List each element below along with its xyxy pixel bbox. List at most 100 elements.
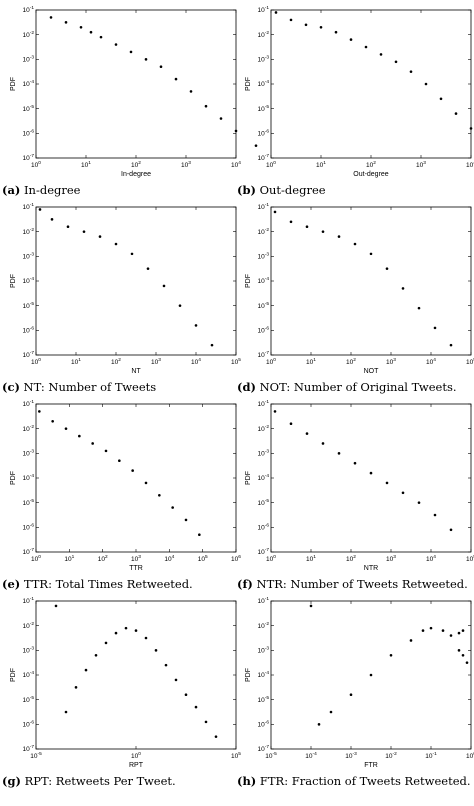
caption-a: (a) In-degree — [2, 183, 80, 197]
y-axis-title: PDF — [245, 471, 252, 485]
data-point — [204, 104, 208, 108]
data-point — [379, 53, 383, 56]
caption-c: (c) NT: Number of Tweets — [2, 380, 156, 394]
data-point — [254, 144, 258, 147]
x-tick-label: 105 — [231, 357, 241, 366]
data-point — [98, 235, 102, 238]
y-tick-label: 10-4 — [23, 670, 35, 679]
data-point — [304, 23, 308, 27]
data-point — [38, 410, 41, 413]
x-tick-label: 104 — [164, 554, 174, 563]
data-point — [457, 649, 461, 652]
data-point — [184, 693, 188, 697]
data-point — [385, 267, 389, 270]
x-tick-label: 10-3 — [345, 751, 357, 760]
data-point — [214, 735, 218, 738]
data-point — [78, 434, 81, 438]
data-point — [159, 65, 163, 69]
chart-panel-d: 100 101 102 103 104 105 10-7 10-6 10-5 10-4 10-3 10… — [245, 202, 474, 375]
y-tick-label: 10-1 — [23, 596, 35, 605]
y-tick-label: 10-4 — [23, 79, 35, 88]
data-point — [144, 481, 148, 485]
data-point — [210, 343, 214, 347]
plot-frame — [270, 206, 472, 356]
data-point — [273, 410, 277, 413]
plot-frame — [35, 403, 237, 553]
y-tick-label: 10-5 — [23, 498, 35, 507]
y-tick-label: 10-6 — [23, 129, 35, 138]
x-tick-label: 102 — [366, 160, 376, 169]
data-point — [82, 230, 86, 233]
data-point — [174, 678, 178, 682]
data-point — [74, 686, 78, 689]
x-tick-label: 103 — [416, 160, 426, 169]
data-point — [198, 533, 201, 537]
data-point — [337, 235, 341, 238]
data-point — [219, 117, 223, 120]
plot-frame — [270, 9, 472, 159]
y-tick-label: 10-5 — [258, 695, 270, 704]
y-tick-label: 10-2 — [258, 30, 270, 39]
y-tick-label: 10-2 — [258, 621, 270, 630]
data-point — [317, 723, 321, 726]
data-point — [94, 653, 98, 657]
data-point — [465, 661, 469, 664]
chart-panel-f: 100 101 102 103 104 105 10-7 10-6 10-5 10-4 10-3 10… — [245, 399, 474, 572]
x-tick-label: 105 — [466, 357, 474, 366]
y-tick-label: 10-7 — [23, 547, 35, 556]
data-point — [38, 208, 42, 211]
y-tick-label: 10-6 — [258, 129, 270, 138]
x-tick-label: 102 — [346, 554, 356, 563]
data-point — [158, 493, 161, 497]
y-tick-label: 10-7 — [258, 547, 270, 556]
data-point — [439, 97, 443, 101]
data-point — [441, 629, 445, 632]
y-tick-label: 10-1 — [23, 5, 35, 14]
data-point — [189, 90, 193, 93]
data-point — [129, 50, 133, 54]
data-point — [369, 252, 373, 256]
x-axis-title: Out-degree — [353, 171, 389, 178]
data-point — [162, 284, 166, 288]
caption-tag: (d) — [237, 380, 256, 394]
data-point — [194, 705, 198, 709]
x-tick-label: 101 — [71, 357, 81, 366]
caption-text: NT: Number of Tweets — [23, 380, 157, 394]
data-point — [364, 45, 368, 49]
y-tick-label: 10-5 — [258, 301, 270, 310]
data-point — [334, 30, 338, 34]
y-axis-title: PDF — [10, 668, 17, 682]
y-tick-label: 10-5 — [23, 301, 35, 310]
data-point — [104, 641, 108, 645]
data-point — [114, 242, 118, 246]
data-point — [321, 442, 325, 445]
y-tick-label: 10-3 — [23, 646, 35, 655]
data-point — [51, 419, 54, 423]
y-tick-label: 10-4 — [258, 473, 270, 482]
data-point — [309, 604, 313, 608]
caption-tag: (e) — [2, 577, 21, 591]
x-tick-label: 100 — [31, 160, 41, 169]
data-point — [50, 218, 54, 221]
y-axis-title: PDF — [245, 274, 252, 288]
data-point — [454, 112, 458, 115]
y-tick-label: 10-6 — [258, 523, 270, 532]
data-point — [449, 528, 453, 532]
y-tick-label: 10-1 — [23, 399, 35, 408]
data-point — [409, 70, 413, 73]
data-point — [146, 267, 150, 270]
y-tick-label: 10-4 — [23, 276, 35, 285]
y-tick-label: 10-5 — [23, 695, 35, 704]
plot-frame — [35, 600, 237, 750]
data-point — [274, 11, 278, 14]
x-axis-title: NTR — [364, 565, 378, 572]
y-tick-label: 10-7 — [23, 350, 35, 359]
x-tick-label: 102 — [111, 357, 121, 366]
y-tick-label: 10-7 — [258, 744, 270, 753]
y-tick-label: 10-2 — [23, 30, 35, 39]
data-point — [204, 720, 208, 724]
caption-tag: (g) — [2, 774, 21, 788]
y-tick-label: 10-1 — [258, 202, 270, 211]
x-tick-label: 100 — [31, 357, 41, 366]
data-point — [144, 636, 148, 640]
